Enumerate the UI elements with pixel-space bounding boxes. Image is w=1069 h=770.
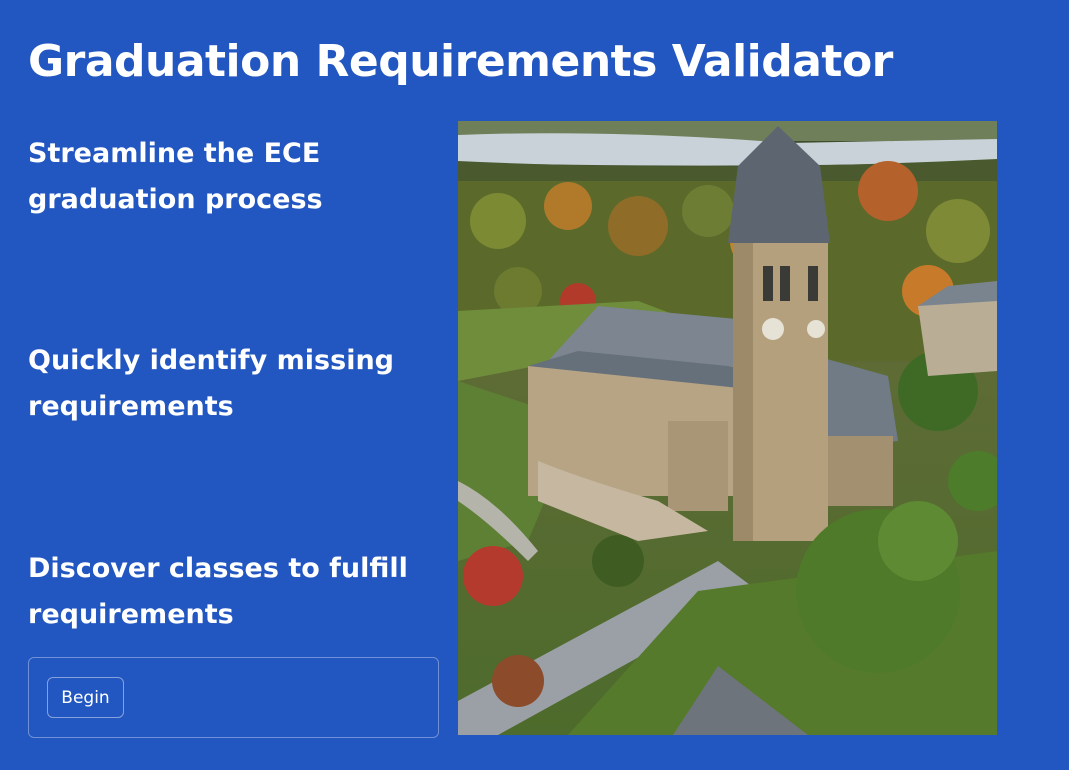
campus-photo-illustration <box>458 121 997 735</box>
page-title: Graduation Requirements Validator <box>28 36 893 87</box>
begin-button[interactable]: Begin <box>47 677 124 718</box>
feature-streamline: Streamline the ECE graduation process <box>28 138 323 215</box>
begin-panel: Begin <box>28 657 439 738</box>
feature-discover-classes: Discover classes to fulfill requirements <box>28 553 408 630</box>
campus-clock-tower-photo <box>458 121 997 735</box>
feature-identify-missing: Quickly identify missing requirements <box>28 345 395 422</box>
